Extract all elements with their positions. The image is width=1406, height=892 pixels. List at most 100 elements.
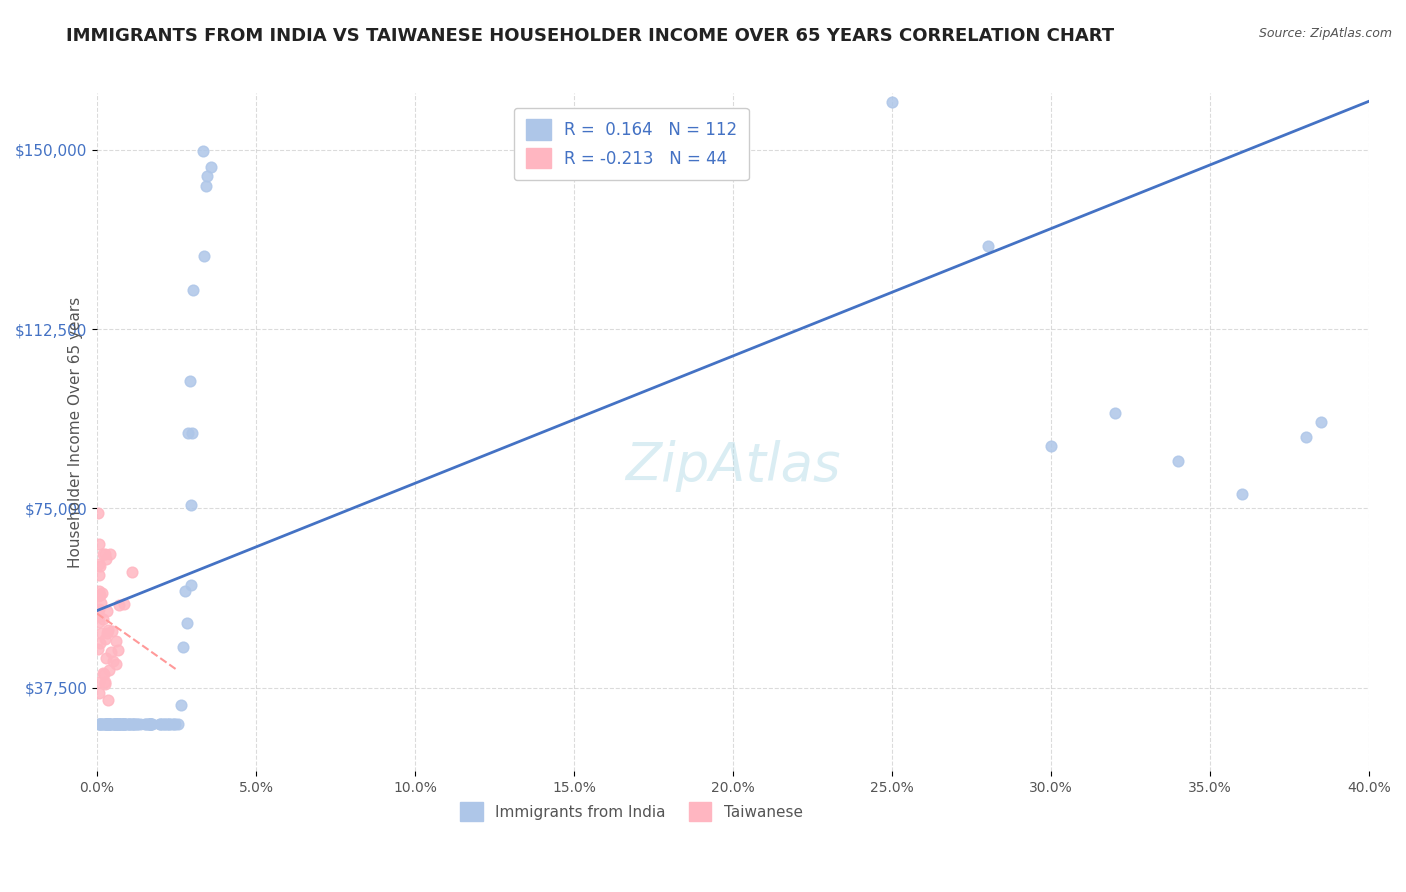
- Point: [97, 716, 120, 731]
- Point: [96, 716, 118, 731]
- Point: [97, 716, 120, 731]
- Point: [108, 716, 131, 731]
- Point: [98, 663, 121, 677]
- Point: [224, 47, 246, 62]
- Point: [139, 716, 162, 731]
- Point: [98, 716, 121, 731]
- Text: IMMIGRANTS FROM INDIA VS TAIWANESE HOUSEHOLDER INCOME OVER 65 YEARS CORRELATION : IMMIGRANTS FROM INDIA VS TAIWANESE HOUSE…: [66, 27, 1115, 45]
- Point: [118, 716, 141, 731]
- Point: [93, 667, 115, 681]
- Point: [292, 47, 315, 62]
- Point: [121, 565, 143, 579]
- Point: [96, 716, 118, 731]
- Point: [96, 551, 118, 566]
- Point: [162, 716, 184, 731]
- Point: [155, 716, 177, 731]
- Point: [139, 716, 162, 731]
- Point: [98, 547, 121, 561]
- Point: [138, 716, 160, 731]
- Point: [87, 506, 110, 520]
- Point: [1230, 487, 1253, 501]
- Point: [94, 632, 117, 646]
- Point: [112, 716, 135, 731]
- Point: [193, 248, 215, 262]
- Point: [104, 716, 127, 731]
- Point: [97, 716, 120, 731]
- Point: [91, 612, 114, 626]
- Y-axis label: Householder Income Over 65 years: Householder Income Over 65 years: [69, 296, 83, 567]
- Point: [176, 426, 198, 441]
- Point: [107, 643, 129, 657]
- Point: [141, 716, 163, 731]
- Point: [87, 675, 110, 690]
- Point: [361, 47, 384, 62]
- Point: [93, 675, 115, 690]
- Point: [94, 677, 117, 691]
- Point: [103, 716, 125, 731]
- Point: [214, 47, 236, 62]
- Point: [89, 716, 111, 731]
- Point: [97, 716, 120, 731]
- Point: [96, 604, 118, 618]
- Point: [121, 716, 143, 731]
- Point: [104, 716, 127, 731]
- Point: [170, 698, 193, 712]
- Point: [89, 636, 111, 650]
- Point: [200, 69, 222, 83]
- Point: [159, 716, 181, 731]
- Point: [150, 716, 173, 731]
- Point: [87, 588, 110, 602]
- Point: [91, 716, 114, 731]
- Point: [97, 716, 120, 731]
- Point: [278, 47, 301, 62]
- Point: [159, 716, 181, 731]
- Point: [87, 601, 110, 615]
- Point: [89, 615, 111, 629]
- Point: [90, 586, 112, 600]
- Point: [181, 425, 204, 440]
- Point: [100, 645, 122, 659]
- Point: [98, 716, 121, 731]
- Point: [90, 716, 112, 731]
- Point: [174, 584, 197, 599]
- Point: [124, 716, 146, 731]
- Point: [176, 615, 198, 630]
- Point: [98, 716, 121, 731]
- Point: [104, 657, 127, 671]
- Point: [108, 716, 131, 731]
- Point: [94, 716, 117, 731]
- Point: [107, 598, 129, 612]
- Point: [1104, 406, 1126, 420]
- Point: [108, 716, 131, 731]
- Point: [156, 716, 179, 731]
- Point: [191, 144, 214, 158]
- Point: [87, 537, 110, 551]
- Point: [90, 716, 112, 731]
- Point: [299, 47, 322, 62]
- Text: Source: ZipAtlas.com: Source: ZipAtlas.com: [1258, 27, 1392, 40]
- Point: [284, 47, 307, 62]
- Point: [200, 160, 222, 174]
- Point: [110, 716, 132, 731]
- Point: [94, 650, 117, 665]
- Point: [87, 716, 110, 731]
- Point: [181, 283, 204, 297]
- Point: [118, 716, 141, 731]
- Point: [96, 716, 118, 731]
- Point: [136, 716, 159, 731]
- Point: [172, 640, 194, 655]
- Point: [98, 716, 121, 731]
- Point: [91, 665, 114, 680]
- Legend: Immigrants from India, Taiwanese: Immigrants from India, Taiwanese: [450, 791, 814, 831]
- Point: [1167, 453, 1189, 467]
- Point: [107, 716, 129, 731]
- Point: [127, 716, 149, 731]
- Point: [463, 47, 485, 62]
- Point: [976, 238, 998, 252]
- Point: [162, 716, 184, 731]
- Point: [89, 558, 111, 573]
- Point: [139, 716, 162, 731]
- Point: [112, 716, 135, 731]
- Point: [122, 716, 145, 731]
- Point: [120, 716, 142, 731]
